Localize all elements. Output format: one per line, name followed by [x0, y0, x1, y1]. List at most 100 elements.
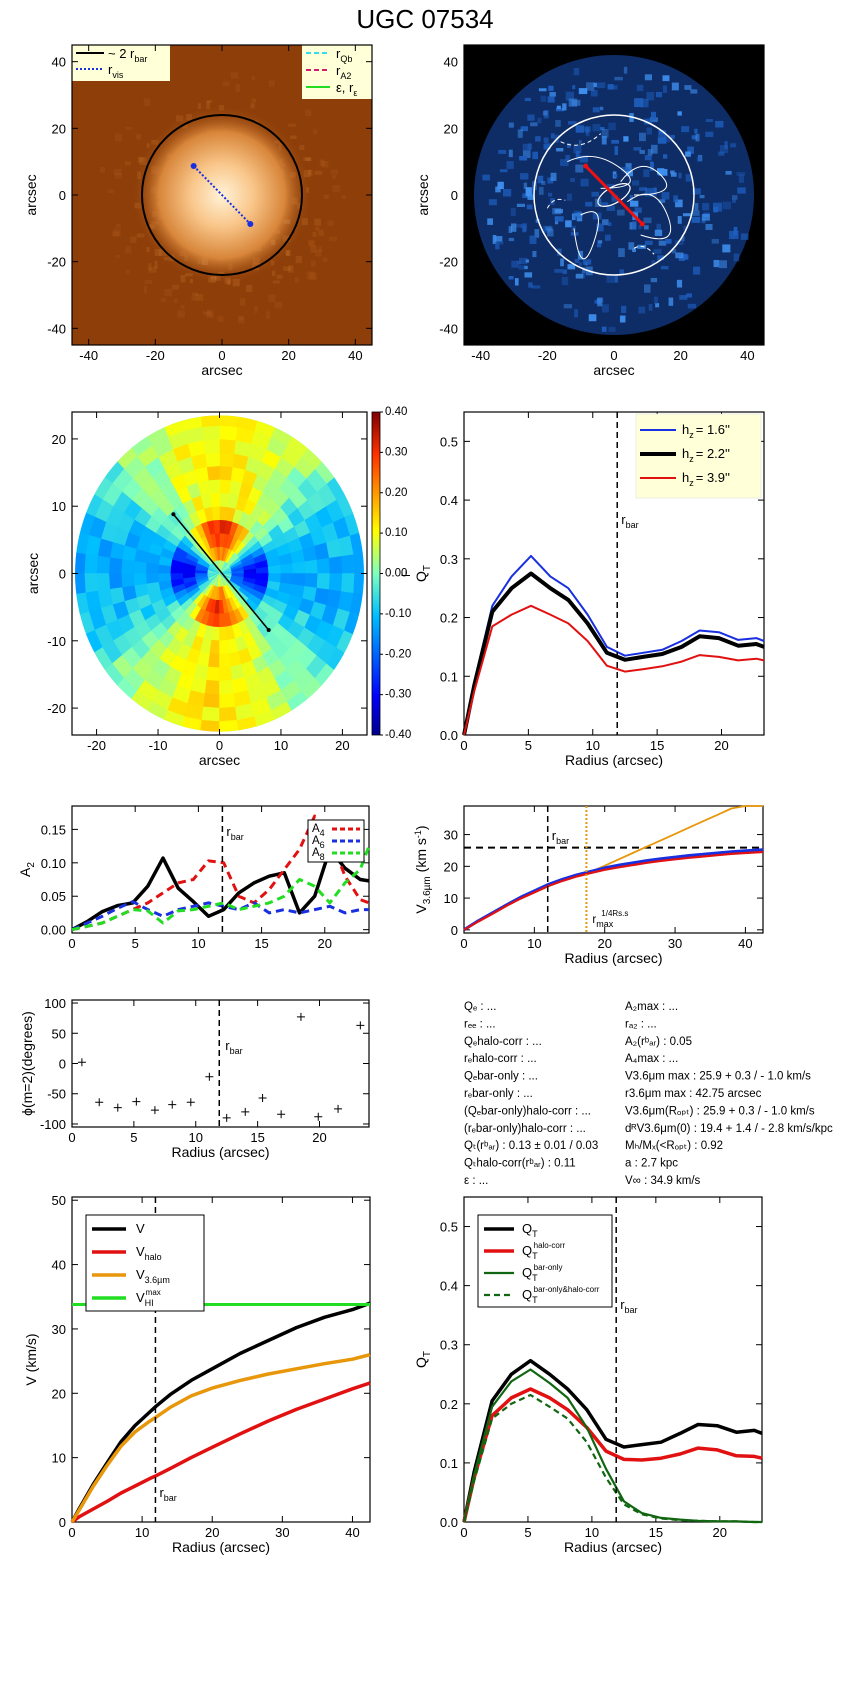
image-pixel [651, 144, 658, 154]
param-left: (Qₑbar-only)halo-corr : ... [464, 1105, 591, 1117]
y-tick-label: 0 [451, 188, 458, 203]
image-pixel [629, 200, 639, 207]
heatmap-cell [206, 666, 220, 682]
scatter-point [222, 1113, 231, 1122]
x-tick-label: -40 [471, 348, 490, 363]
image-pixel [319, 159, 325, 167]
heatmap-cell [108, 557, 123, 574]
heatmap-cell [120, 559, 135, 574]
x-tick-label: -10 [149, 738, 168, 753]
heatmap-cell [328, 573, 343, 592]
image-pixel [323, 194, 329, 199]
x-tick-label: 15 [250, 1130, 264, 1145]
image-pixel [644, 240, 653, 245]
series-line-2 [71, 900, 369, 932]
image-pixel [623, 66, 628, 74]
heatmap-cell [133, 560, 147, 574]
image-pixel [650, 277, 658, 283]
scatter-point [186, 1098, 195, 1107]
param-left: Qₜhalo-corr(rᵇₐᵣ) : 0.11 [464, 1158, 576, 1170]
legend-label: VHImax [136, 1288, 161, 1308]
heatmap-cell [75, 552, 86, 574]
image-pixel [560, 258, 564, 267]
y-tick-label: 0.00 [41, 923, 66, 938]
x-tick-label: 20 [281, 348, 295, 363]
axes-frame [463, 1196, 763, 1523]
x-tick-label: 20 [318, 936, 332, 951]
image-pixel [592, 123, 601, 132]
y-tick-label: 20 [52, 1386, 66, 1401]
image-pixel [195, 293, 204, 301]
image-pixel [677, 216, 682, 224]
x-axis-label: Radius (arcsec) [564, 1539, 662, 1555]
x-tick-label: 10 [189, 1130, 203, 1145]
image-pixel [524, 97, 531, 102]
image-pixel [534, 229, 540, 238]
image-pixel [565, 154, 571, 162]
heatmap-cell [84, 553, 98, 574]
heatmap-cell [219, 720, 240, 732]
image-pixel [713, 202, 722, 212]
x-tick-label: 15 [649, 1525, 663, 1540]
image-pixel [656, 168, 665, 175]
x-tick-label: 0 [610, 348, 617, 363]
y-axis-label: V3.6µm (km s-1) [413, 825, 433, 913]
image-pixel [527, 194, 535, 200]
y-tick-label: 20 [444, 121, 458, 136]
image-pixel [611, 195, 618, 202]
image-pixel [482, 174, 490, 181]
bar-axis-line [172, 513, 270, 631]
x-tick-label: 10 [585, 1525, 599, 1540]
scatter-point [241, 1107, 250, 1116]
image-pixel [613, 174, 618, 178]
x-tick-label: 0 [460, 1525, 467, 1540]
image-pixel [557, 248, 562, 256]
image-pixel [650, 111, 657, 120]
scatter-point [258, 1093, 267, 1102]
image-pixel [99, 166, 106, 173]
image-pixel [550, 172, 557, 181]
image-pixel [299, 144, 305, 151]
legend-label: QTbar-only [522, 1263, 563, 1283]
image-pixel [306, 271, 315, 280]
image-pixel [702, 203, 710, 211]
image-pixel [573, 145, 582, 154]
x-tick-label: 20 [597, 936, 611, 951]
image-pixel [618, 248, 625, 257]
image-pixel [173, 298, 178, 303]
x-tick-label: 20 [335, 738, 349, 753]
image-pixel [719, 145, 729, 154]
image-pixel [731, 195, 738, 200]
image-pixel [575, 164, 584, 173]
image-pixel [679, 295, 688, 300]
image-pixel [715, 120, 724, 128]
image-pixel [532, 250, 537, 258]
param-left: Qₜ(rᵇₐᵣ) : 0.13 ± 0.01 / 0.03 [464, 1140, 598, 1152]
image-pixel [638, 306, 646, 314]
heatmap-cell [208, 653, 220, 668]
image-pixel [681, 126, 690, 133]
y-tick-label: 0.4 [440, 1279, 458, 1294]
image-pixel [681, 236, 685, 242]
image-pixel [495, 186, 501, 193]
y-axis-label: arcsec [25, 553, 41, 594]
y-axis-label: V (km/s) [23, 1333, 39, 1385]
image-pixel [555, 120, 561, 127]
axes-frame [71, 1196, 371, 1523]
scatter-point [205, 1072, 214, 1081]
x-tick-label: 5 [524, 1525, 531, 1540]
bar-endpoint [266, 628, 271, 633]
series-line-0 [463, 554, 765, 736]
heatmap-cell [208, 479, 220, 494]
rbar-label: rbar [226, 824, 243, 842]
contour [620, 166, 667, 196]
x-tick-label: 40 [345, 1525, 359, 1540]
contour-inner [597, 183, 631, 207]
image-pixel [592, 212, 602, 220]
heatmap-cell [292, 560, 306, 574]
image-pixel [525, 187, 532, 197]
image-pixel [518, 265, 526, 270]
param-left: rₑhalo-corr : ... [464, 1053, 537, 1065]
image-pixel [543, 144, 551, 150]
